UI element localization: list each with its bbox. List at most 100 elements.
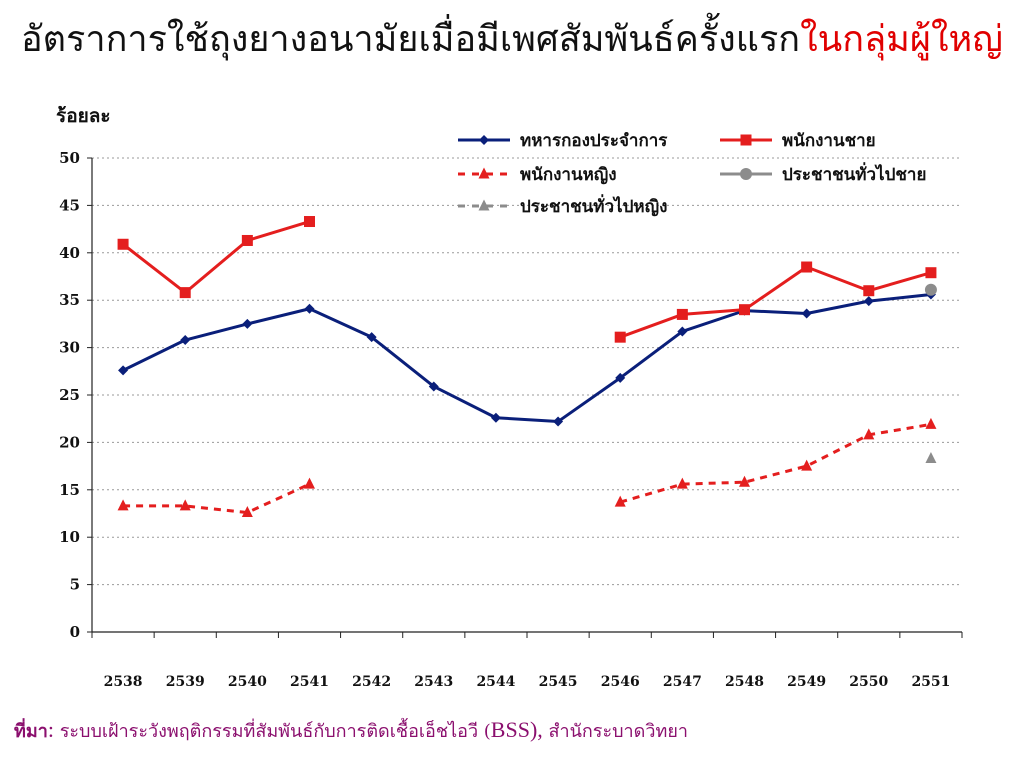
data-point [117, 499, 129, 511]
series-4 [924, 283, 937, 296]
data-point [241, 506, 253, 518]
data-point [242, 318, 253, 329]
series-3 [117, 417, 937, 518]
x-tick-label: 2546 [601, 674, 640, 690]
chart-title: อัตราการใช้ถุงยางอนามัยเมื่อมีเพศสัมพันธ… [0, 10, 1024, 67]
x-tick-label: 2541 [290, 674, 329, 690]
y-tick-label: 50 [59, 149, 80, 167]
x-tick-label: 2547 [663, 674, 702, 690]
series-line [619, 265, 932, 339]
y-tick-label: 20 [59, 433, 80, 451]
data-point [863, 285, 875, 297]
y-tick-label: 40 [59, 244, 80, 262]
data-point [304, 477, 315, 489]
legend-label: ประชาชนทั่วไปชาย [782, 162, 926, 185]
data-point [801, 459, 813, 471]
legend-item: ประชาชนทั่วไปชาย [720, 162, 926, 185]
data-point [304, 216, 315, 228]
x-tick-label: 2549 [787, 674, 826, 690]
data-point [117, 238, 129, 250]
gridlines [92, 157, 962, 586]
legend-label: ประชาชนทั่วไปหญิง [520, 194, 667, 217]
data-point [614, 495, 626, 507]
legend-label: ทหารกองประจำการ [520, 131, 668, 151]
data-point [863, 296, 874, 307]
data-point [925, 417, 937, 429]
data-point [801, 261, 813, 273]
x-tick-label: 2551 [911, 674, 950, 690]
y-tick-label: 35 [59, 291, 80, 309]
title-highlight: ในกลุ่มผู้ใหญ่ [800, 19, 1003, 60]
legend-marker [478, 199, 490, 211]
x-tick-label: 2542 [352, 674, 391, 690]
data-point [924, 283, 937, 296]
x-tick-label: 2545 [539, 674, 578, 690]
data-point [676, 308, 688, 320]
x-tick-label: 2540 [228, 674, 267, 690]
y-tick-label: 30 [59, 339, 80, 357]
title-main: อัตราการใช้ถุงยางอนามัยเมื่อมีเพศสัมพันธ… [21, 19, 801, 60]
axes [87, 157, 963, 638]
y-axis-label: ร้อยละ [56, 105, 111, 127]
legend-marker [478, 167, 490, 179]
y-tick-label: 5 [70, 576, 80, 594]
source-text-1: ระบบเฝ้าระวังพฤติกรรมที่สัมพันธ์กับการติ… [53, 721, 491, 742]
x-tick-labels: 2538 2539 2540 2541 2542 2543 2544 2545 2546 2547… [104, 674, 951, 690]
data-point [801, 308, 812, 319]
y-tick-label: 10 [59, 528, 80, 546]
y-tick-label: 0 [70, 623, 80, 641]
source-label: ที่มา [14, 721, 48, 742]
data-point [180, 335, 191, 346]
series-1 [118, 289, 936, 427]
data-point [241, 234, 253, 246]
data-point [615, 372, 626, 383]
series-5 [925, 452, 937, 464]
legend-label: พนักงานชาย [782, 131, 876, 151]
y-tick-label: 15 [59, 481, 80, 499]
data-point [118, 365, 129, 376]
legend-item: ประชาชนทั่วไปหญิง [458, 194, 667, 217]
data-point [739, 304, 750, 316]
y-tick-labels: 0 5 10 15 20 25 30 35 40 45 50 [59, 149, 80, 641]
series-group [117, 216, 937, 518]
source-text-2: ), [529, 717, 543, 742]
data-point [925, 267, 937, 279]
x-tick-label: 2543 [414, 674, 453, 690]
x-tick-label: 2538 [104, 674, 143, 690]
source-org: สำนักระบาดวิทยา [542, 721, 689, 742]
legend-item: พนักงานชาย [720, 131, 876, 151]
x-tick-label: 2548 [725, 674, 764, 690]
series-line [122, 293, 932, 424]
legend-label: พนักงานหญิง [520, 165, 617, 185]
legend-item: ทหารกองประจำการ [458, 131, 668, 151]
source-note: ที่มา: ระบบเฝ้าระวังพฤติกรรมที่สัมพันธ์ก… [14, 716, 688, 745]
data-point [614, 331, 626, 343]
series-line [122, 220, 310, 295]
x-tick-label: 2544 [476, 674, 515, 690]
legend-item: พนักงานหญิง [458, 165, 617, 185]
data-point [925, 452, 937, 464]
series-2 [117, 216, 937, 343]
source-colon: : [47, 717, 54, 742]
data-point [490, 412, 501, 423]
data-point [553, 416, 564, 427]
data-point [739, 475, 750, 487]
x-tick-label: 2550 [849, 674, 888, 690]
y-tick-label: 45 [59, 196, 80, 214]
legend-marker [479, 135, 489, 145]
legend-marker [740, 168, 752, 180]
data-point [676, 477, 688, 489]
data-point [179, 499, 191, 511]
line-chart: ร้อยละ 0 5 10 15 20 25 30 35 40 45 50 2538 2539 2540… [56, 105, 963, 690]
source-abbr: BSS [490, 717, 530, 742]
data-point [179, 287, 191, 299]
data-point [304, 303, 315, 314]
data-point [677, 326, 688, 337]
y-tick-label: 25 [59, 386, 80, 404]
series-line [619, 422, 932, 504]
data-point [428, 381, 439, 392]
data-point [366, 332, 377, 343]
x-tick-label: 2539 [166, 674, 205, 690]
